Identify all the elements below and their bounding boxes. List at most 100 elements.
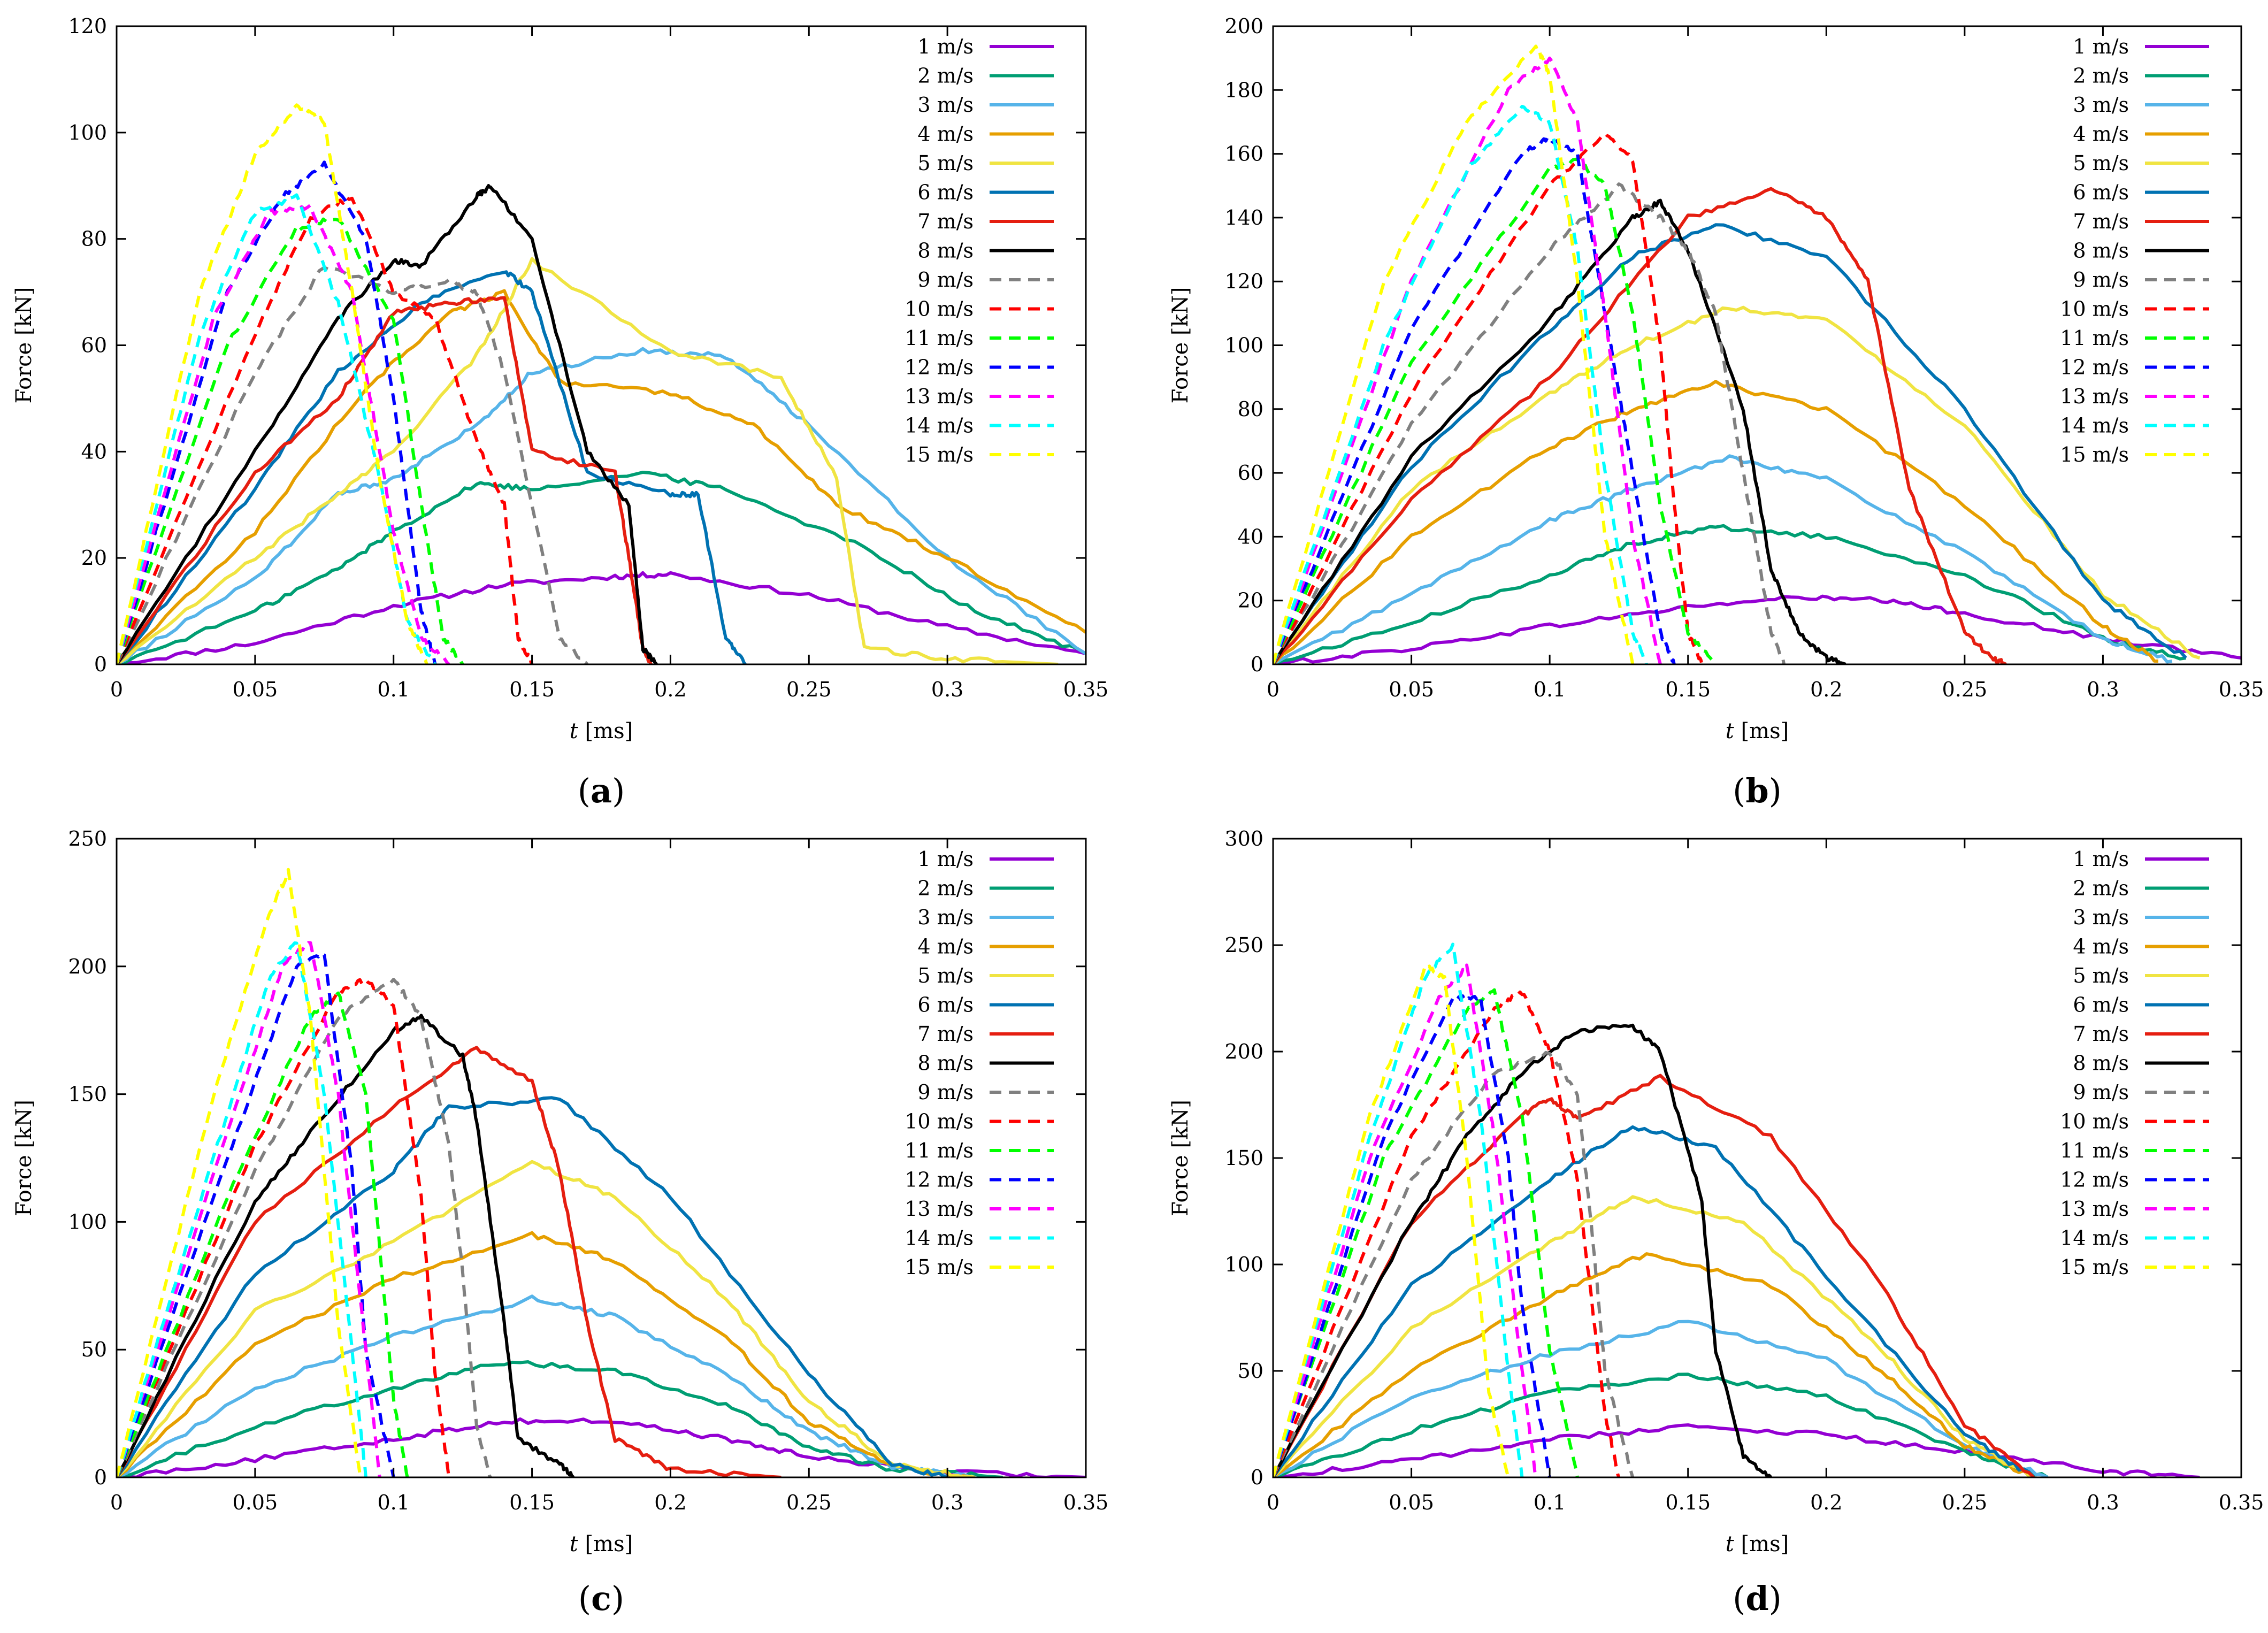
panel-d: 0 0.05 0.1 0.15 0.2 0.25 0.3 0.35 0 50 100 150 200 25…	[1168, 827, 2264, 1618]
x-tick-label: 0	[110, 678, 123, 701]
legend-label: 4 m/s	[2073, 122, 2129, 146]
x-tick-label: 0.1	[1534, 678, 1566, 701]
legend-label: 9 m/s	[2073, 1080, 2129, 1104]
y-tick-label: 200	[1224, 14, 1263, 38]
x-axis-title: t [ms]	[1726, 1532, 1789, 1557]
x-tick-label: 0.25	[786, 1491, 832, 1514]
legend-label: 3 m/s	[2073, 93, 2129, 117]
x-axis-title: t [ms]	[570, 1532, 633, 1557]
series-line-3-ms	[1273, 454, 2173, 664]
y-tick-label: 100	[68, 121, 107, 144]
series-line-12-ms	[1273, 135, 1676, 664]
legend-label: 9 m/s	[917, 1080, 974, 1104]
panel-label: (a)	[578, 771, 625, 810]
series-line-2-ms	[117, 471, 1086, 664]
legend: 1 m/s 2 m/s 3 m/s 4 m/s 5 m/s 6 m/s 7 m/s 8 m/s…	[905, 35, 1054, 466]
series-line-9-ms	[1273, 1051, 1635, 1477]
panel-label-open: (	[1733, 1579, 1745, 1618]
legend-label: 13 m/s	[905, 1197, 974, 1221]
series-line-9-ms	[117, 978, 492, 1477]
x-axis-unit: [ms]	[578, 1532, 633, 1557]
panel-label-close: )	[1769, 1579, 1782, 1618]
legend-label: 9 m/s	[2073, 268, 2129, 292]
plot-frame	[116, 838, 1087, 1478]
legend-label: 10 m/s	[2060, 1110, 2129, 1133]
series-line-6-ms	[1273, 1125, 2035, 1477]
y-tick-label: 180	[1224, 78, 1263, 102]
legend-label: 3 m/s	[917, 906, 974, 929]
x-tick-label: 0.3	[2087, 678, 2119, 701]
panel-a: 0 0.05 0.1 0.15 0.2 0.25 0.3 0.35 0 20 40 60 80 100 12…	[12, 14, 1108, 810]
series-line-13-ms	[117, 941, 381, 1477]
series-group	[1273, 942, 2200, 1477]
legend-label: 12 m/s	[905, 1168, 974, 1192]
legend-label: 3 m/s	[2073, 906, 2129, 929]
y-tick-label: 80	[1238, 397, 1263, 421]
x-tick-label: 0.3	[931, 1491, 963, 1514]
legend-label: 13 m/s	[905, 385, 974, 408]
series-line-2-ms	[117, 1360, 1003, 1477]
legend-label: 14 m/s	[2060, 414, 2129, 438]
series-line-11-ms	[1273, 988, 1579, 1477]
legend-label: 7 m/s	[917, 1022, 974, 1046]
legend-label: 8 m/s	[2073, 1052, 2129, 1075]
legend-label: 14 m/s	[2060, 1226, 2129, 1250]
y-tick-label: 200	[1224, 1040, 1263, 1063]
series-line-12-ms	[117, 952, 395, 1477]
series-line-8-ms	[117, 1014, 575, 1477]
panel-label-letter: a	[591, 771, 612, 810]
panel-label-close: )	[612, 771, 625, 810]
series-line-10-ms	[117, 978, 451, 1477]
y-axis-title: Force [kN]	[1168, 287, 1193, 403]
legend-label: 15 m/s	[2060, 1255, 2129, 1279]
x-tick-label: 0.2	[654, 1491, 686, 1514]
series-line-5-ms	[117, 1160, 976, 1477]
panel-label-close: )	[611, 1579, 624, 1618]
y-tick-label: 120	[68, 14, 107, 38]
panel-label-letter: c	[591, 1579, 611, 1618]
legend-label: 2 m/s	[917, 64, 974, 88]
legend-label: 4 m/s	[917, 122, 974, 146]
x-tick-label: 0.2	[1810, 678, 1842, 701]
panel-label-open: (	[578, 771, 591, 810]
series-line-14-ms	[117, 941, 367, 1477]
panel-label-close: )	[1769, 771, 1782, 810]
series-line-6-ms	[1273, 223, 2187, 664]
series-line-9-ms	[117, 266, 589, 664]
series-line-5-ms	[1273, 1195, 2034, 1477]
y-tick-label: 150	[68, 1083, 107, 1106]
series-line-1-ms	[1273, 1423, 2200, 1477]
legend-label: 5 m/s	[917, 964, 974, 987]
series-line-8-ms	[1273, 1023, 1773, 1477]
series-group	[117, 103, 1086, 664]
series-line-11-ms	[117, 991, 409, 1477]
panel-label-letter: d	[1745, 1579, 1768, 1618]
x-axis-unit: [ms]	[1734, 719, 1789, 743]
series-line-1-ms	[117, 571, 1086, 664]
y-tick-label: 100	[68, 1210, 107, 1233]
legend-label: 12 m/s	[905, 356, 974, 379]
legend-label: 13 m/s	[2060, 385, 2129, 408]
legend-label: 6 m/s	[917, 993, 974, 1017]
legend-label: 4 m/s	[917, 935, 974, 959]
legend-label: 5 m/s	[2073, 151, 2129, 175]
x-tick-label: 0.15	[509, 1491, 555, 1514]
series-line-4-ms	[1273, 1252, 2035, 1477]
series-line-14-ms	[1273, 942, 1524, 1477]
series-line-3-ms	[117, 1294, 976, 1477]
y-tick-label: 20	[81, 546, 107, 570]
x-tick-label: 0.15	[1665, 1491, 1711, 1514]
legend: 1 m/s 2 m/s 3 m/s 4 m/s 5 m/s 6 m/s 7 m/s 8 m/s…	[905, 847, 1054, 1279]
legend: 1 m/s 2 m/s 3 m/s 4 m/s 5 m/s 6 m/s 7 m/s 8 m/s…	[2060, 847, 2209, 1279]
x-tick-label: 0.1	[377, 1491, 409, 1514]
legend-label: 7 m/s	[917, 210, 974, 233]
panel-b: 0 0.05 0.1 0.15 0.2 0.25 0.3 0.35 0 20 40 60 80 100 12…	[1168, 14, 2264, 810]
legend-label: 7 m/s	[2073, 1022, 2129, 1046]
panel-c: 0 0.05 0.1 0.15 0.2 0.25 0.3 0.35 0 50 100 150 200 25…	[12, 827, 1108, 1618]
y-tick-label: 120	[1224, 270, 1263, 293]
legend-label: 2 m/s	[2073, 64, 2129, 88]
x-tick-label: 0	[110, 1491, 123, 1514]
x-tick-label: 0.25	[786, 678, 832, 701]
